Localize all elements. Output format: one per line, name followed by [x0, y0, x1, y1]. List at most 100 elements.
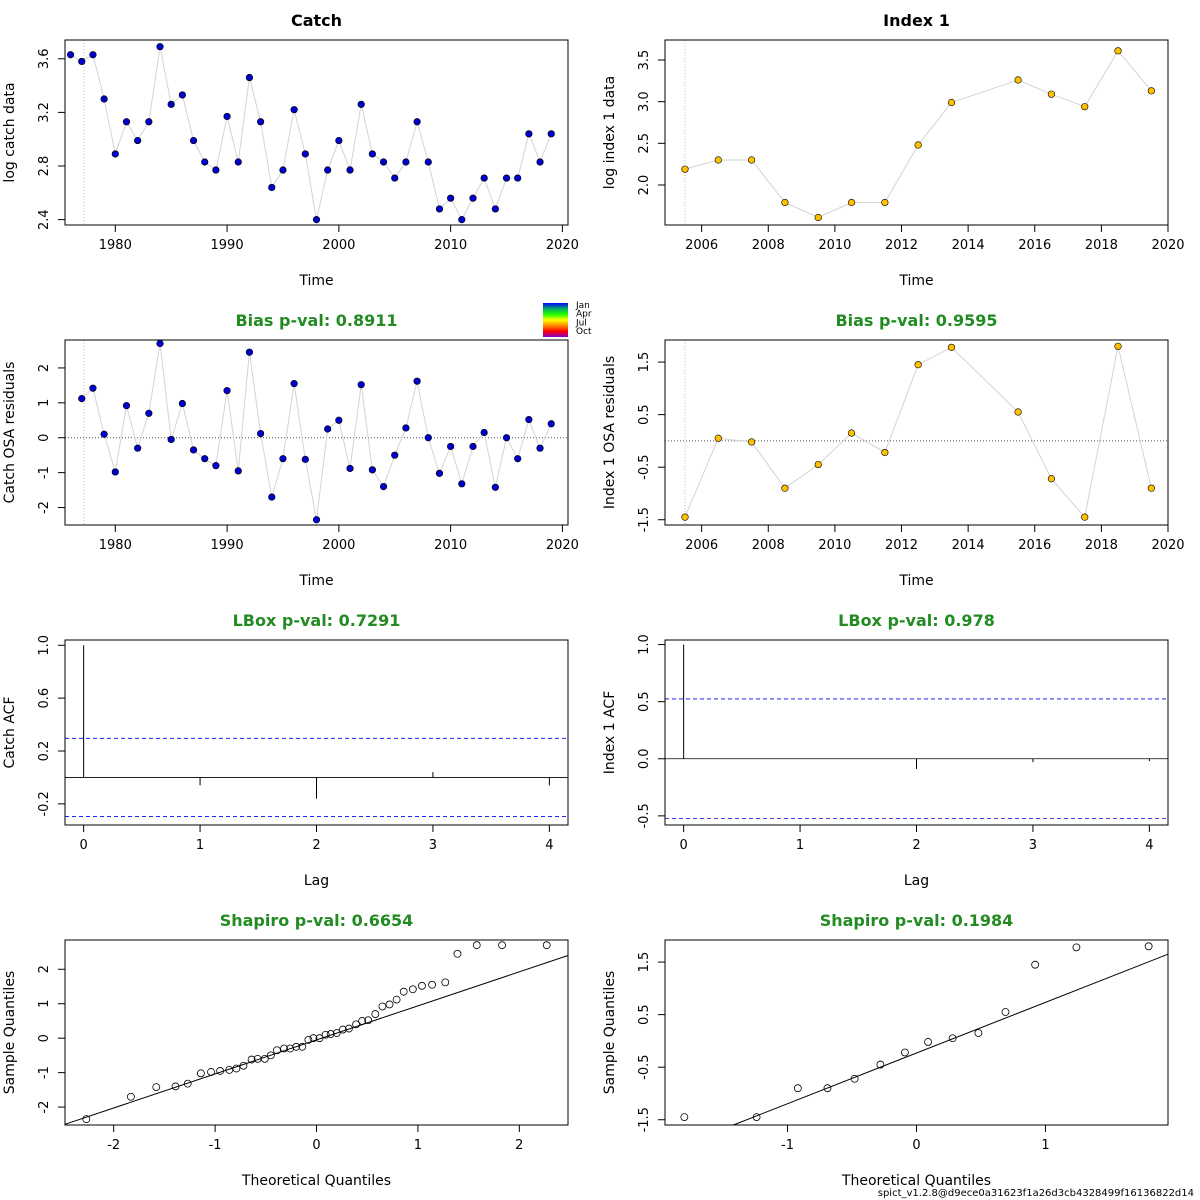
index-data-point: [1014, 76, 1022, 84]
catch-residuals-y-tick-label: 2: [37, 364, 52, 372]
catch-data-point: [78, 57, 86, 66]
index-acf-y-tick-label: 0.5: [637, 691, 652, 712]
catch-residuals-point: [268, 493, 276, 501]
index-residuals-x-label: Time: [898, 573, 933, 589]
index-qq-x-label: Theoretical Quantiles: [841, 1173, 991, 1189]
catch-acf-y-tick-label: 0.2: [37, 741, 52, 762]
catch-qq-point: [260, 1054, 269, 1063]
catch-residuals-point: [447, 442, 455, 451]
index-acf-x-label: Lag: [904, 873, 929, 889]
catch-data-point: [491, 205, 499, 213]
index-data-point: [1081, 103, 1089, 111]
catch-qq-point: [392, 995, 401, 1004]
catch-data-x-tick-label: 1990: [211, 238, 244, 253]
catch-residuals-point: [122, 402, 131, 410]
index-acf-x-tick-label: 2: [912, 838, 920, 853]
index-residuals-point: [681, 513, 689, 521]
catch-data-point: [335, 136, 343, 145]
catch-qq-point: [171, 1082, 180, 1091]
index-data-x-tick-label: 2010: [818, 238, 851, 253]
catch-qq-title: Shapiro p-val: 0.6654: [220, 911, 414, 930]
index-data-x-tick-label: 2020: [1151, 238, 1184, 253]
catch-residuals-point: [245, 348, 254, 356]
index-data-y-tick-label: 2.0: [637, 175, 652, 196]
index-residuals-y-label: Index 1 OSA residuals: [602, 356, 618, 509]
index-data-title: Index 1: [883, 11, 950, 30]
catch-data-point: [312, 216, 321, 224]
index-acf-x-tick-label: 3: [1029, 838, 1037, 853]
catch-qq-point: [364, 1016, 373, 1025]
index-residuals-title: Bias p-val: 0.9595: [835, 311, 997, 330]
catch-qq-point: [326, 1030, 335, 1038]
index-qq-point: [900, 1048, 909, 1057]
catch-qq-point: [216, 1067, 225, 1075]
catch-qq-panel: Shapiro p-val: 0.6654 -2 -1 0 1 2 -2 -1 0 1 2 Theor…: [2, 911, 569, 1189]
index-qq-point: [1144, 942, 1153, 951]
index-residuals-y-tick-label: 1.5: [637, 352, 652, 373]
catch-qq-point: [345, 1024, 353, 1033]
catch-qq-point: [280, 1044, 288, 1053]
catch-data-point: [290, 106, 298, 114]
catch-residuals-point: [391, 451, 399, 459]
catch-residuals-point: [480, 428, 488, 437]
catch-acf-x-tick-label: 3: [429, 838, 437, 853]
catch-acf-x-tick-label: 2: [312, 838, 320, 853]
index-acf-y-label: Index 1 ACF: [602, 691, 618, 775]
catch-qq-point: [332, 1029, 341, 1037]
catch-qq-point: [418, 981, 426, 990]
catch-residuals-point: [279, 455, 287, 463]
index-data-point: [1147, 87, 1155, 95]
catch-data-point: [413, 118, 421, 126]
catch-data-x-tick-label: 2010: [434, 238, 467, 253]
catch-data-point: [424, 158, 432, 166]
catch-residuals-point: [223, 387, 231, 395]
catch-residuals-point: [514, 455, 522, 463]
index-acf-y-tick-label: 1.0: [637, 634, 652, 655]
index-qq-point: [1072, 943, 1081, 952]
catch-residuals-frame: [64, 339, 569, 526]
catch-residuals-y-tick-label: 0: [37, 434, 52, 442]
catch-data-point: [100, 95, 108, 103]
index-qq-title: Shapiro p-val: 0.1984: [820, 911, 1014, 930]
catch-data-point: [324, 166, 332, 174]
catch-qq-y-tick-label: 1: [37, 1000, 52, 1008]
index-data-point: [947, 98, 956, 107]
catch-residuals-point: [525, 415, 533, 424]
catch-qq-point: [232, 1064, 241, 1073]
catch-qq-point: [207, 1068, 215, 1076]
catch-acf-title: LBox p-val: 0.7291: [233, 611, 401, 630]
catch-residuals-panel: Bias p-val: 0.8911 1980 1990 2000 2010 2020 -2…: [2, 301, 592, 589]
index-residuals-x-tick-label: 2012: [885, 538, 918, 553]
catch-qq-point: [247, 1055, 256, 1064]
catch-residuals-point: [156, 339, 164, 348]
month-legend-label: Apr: [576, 310, 592, 320]
index-residuals-panel: Bias p-val: 0.9595 2006 2008 2010 2012 2014 20…: [602, 311, 1185, 589]
catch-data-point: [447, 194, 455, 202]
catch-data-point: [66, 51, 75, 59]
catch-residuals-point: [357, 381, 365, 389]
catch-data-connector: [70, 46, 552, 221]
index-data-point: [1047, 90, 1056, 98]
catch-acf-y-label: Catch ACF: [2, 696, 18, 768]
index-qq-point: [1001, 1008, 1010, 1016]
catch-qq-point: [286, 1044, 295, 1053]
index-acf-x-tick-label: 1: [796, 838, 804, 853]
index-data-x-tick-label: 2006: [685, 238, 718, 253]
catch-data-x-tick-label: 2020: [546, 238, 579, 253]
catch-qq-point: [542, 941, 551, 950]
catch-qq-point: [338, 1025, 347, 1034]
index-residuals-y-tick-label: 0.5: [637, 404, 652, 425]
index-data-x-label: Time: [898, 273, 933, 289]
catch-qq-point: [371, 1010, 380, 1018]
catch-acf-x-label: Lag: [304, 873, 329, 889]
index-data-frame: [664, 39, 1169, 226]
catch-acf-y-tick-label: -0.2: [37, 791, 52, 816]
index-qq-point: [876, 1060, 885, 1069]
index-acf-frame: [664, 639, 1169, 826]
catch-data-point: [346, 166, 354, 174]
catch-qq-point: [82, 1115, 91, 1124]
catch-residuals-point: [78, 395, 86, 403]
catch-data-x-tick-label: 2000: [322, 238, 355, 253]
